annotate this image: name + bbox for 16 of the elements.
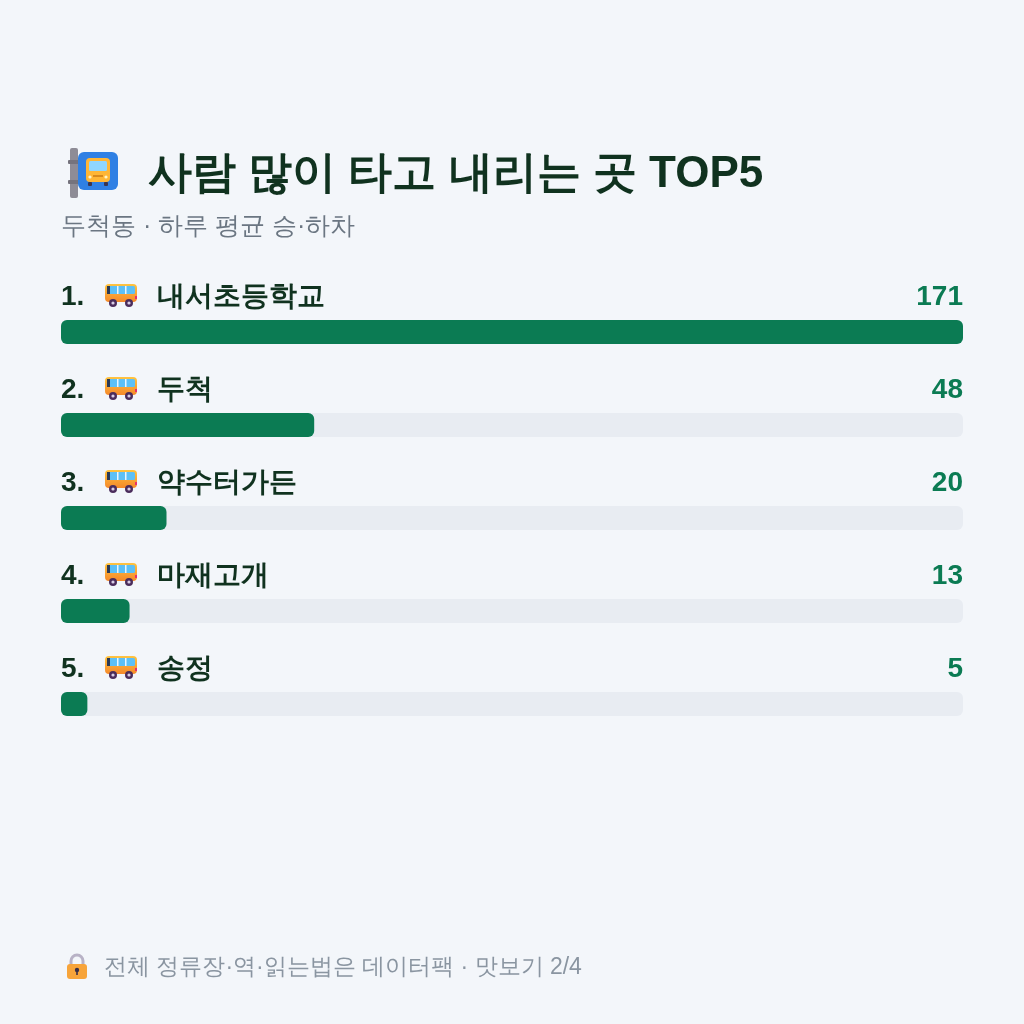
chart-subtitle: 두척동 · 하루 평균 승·하차 xyxy=(61,210,356,241)
category-label: 5. 송정 xyxy=(61,651,213,683)
bar xyxy=(61,599,130,623)
category-label: 4. 마재고개 xyxy=(61,558,269,590)
data-label: 48 xyxy=(931,372,963,404)
category-label: 3. 약수터가든 xyxy=(61,465,297,497)
data-label: 5 xyxy=(947,651,963,683)
chart-title: 사람 많이 타고 내리는 곳 TOP5 xyxy=(148,146,764,198)
data-label: 20 xyxy=(931,465,963,497)
category-label: 1. 내서초등학교 xyxy=(61,279,325,311)
text: 전체 정류장·역·읽는법은 데이터팩 · 맛보기 2/4 xyxy=(104,952,582,980)
data-label: 13 xyxy=(931,558,963,590)
bar xyxy=(61,506,167,530)
bar xyxy=(61,692,88,716)
data-label: 171 xyxy=(916,279,963,311)
category-label: 2. 두척 xyxy=(61,372,213,404)
